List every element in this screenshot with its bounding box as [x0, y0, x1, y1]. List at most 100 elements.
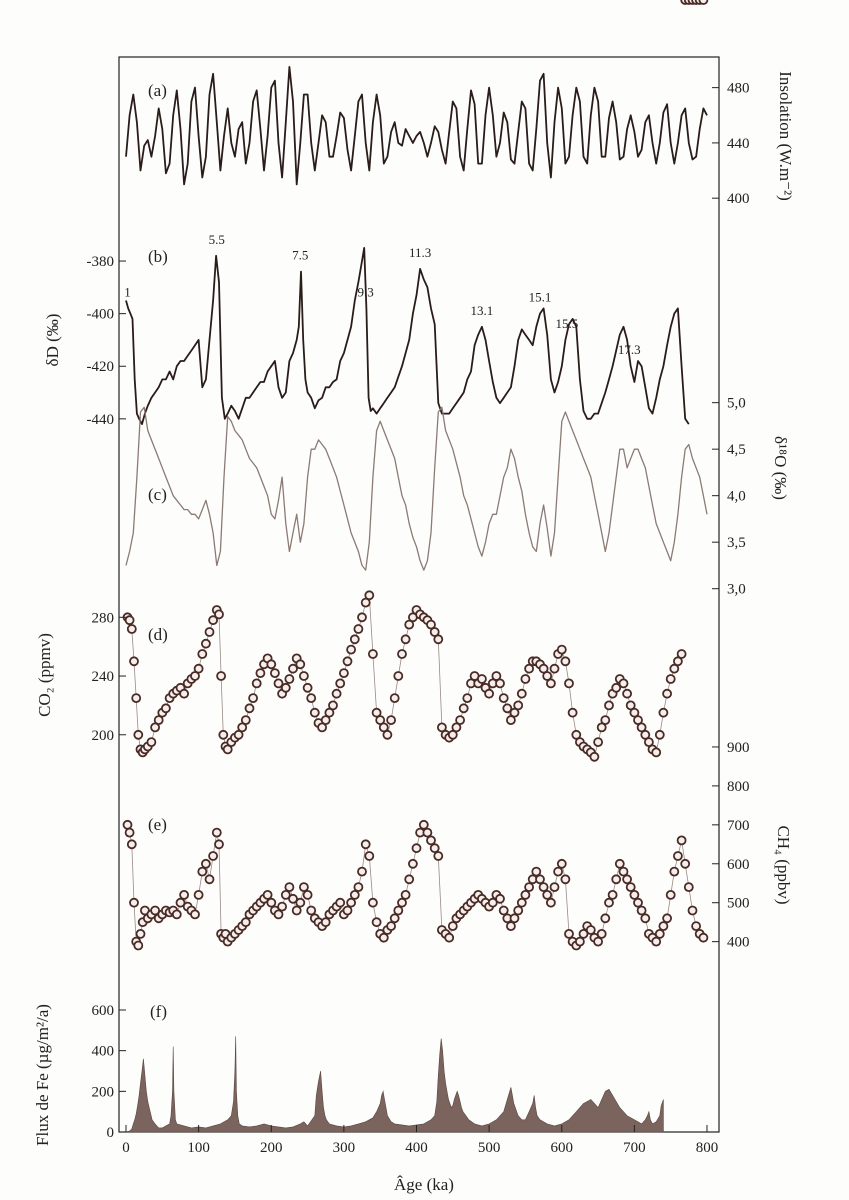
data-point-e [208, 851, 219, 861]
y-axis-title-f: Flux de Fe (µg/m²/a) [33, 1004, 52, 1146]
y-tick-label-e: 600 [727, 857, 750, 873]
peak-label: 15.1 [529, 290, 552, 305]
data-point-d [549, 663, 560, 674]
data-point-e [126, 839, 137, 850]
data-point-e [546, 897, 556, 908]
y-tick-label-f: 600 [92, 1003, 115, 1019]
data-point-d [208, 615, 219, 626]
data-point-e [683, 882, 694, 892]
data-point-e [687, 905, 698, 916]
data-point-d [593, 737, 603, 747]
data-point-e [542, 890, 553, 900]
data-point-e [364, 851, 375, 861]
data-point-d [509, 707, 520, 718]
data-point-e [629, 890, 640, 900]
data-point-d [179, 688, 190, 699]
data-point-e [676, 835, 687, 846]
data-point-d [476, 674, 487, 684]
data-point-d [462, 693, 473, 703]
data-point-e [175, 897, 186, 908]
peak-label: 11.3 [409, 245, 431, 260]
data-point-d [546, 678, 556, 689]
data-point-d [436, 722, 447, 733]
data-point-d [160, 703, 171, 714]
y-tick-label-f: 200 [92, 1084, 115, 1100]
data-point-e [397, 897, 407, 908]
y-tick-label-a: 440 [727, 136, 750, 152]
panel-label-e: (e) [148, 815, 167, 834]
data-point-d [484, 688, 495, 699]
data-point-e [320, 917, 331, 928]
data-point-e [680, 858, 691, 869]
data-point-e [400, 890, 411, 900]
data-point-d [218, 729, 229, 740]
data-point-e [531, 866, 542, 877]
data-point-e [513, 905, 524, 916]
data-point-d [382, 729, 393, 740]
data-point-d [244, 703, 255, 714]
data-point-d [611, 682, 622, 693]
data-point-d [378, 722, 389, 733]
y-tick-label-f: 0 [107, 1125, 115, 1141]
data-point-d [658, 707, 669, 718]
y-tick-label-a: 400 [727, 191, 750, 207]
data-point-d [200, 638, 211, 649]
data-point-d [560, 656, 571, 667]
data-point-d [625, 700, 636, 711]
data-point-e [640, 913, 651, 924]
data-point-d [251, 678, 262, 689]
x-tick-label: 400 [405, 1140, 428, 1156]
data-point-e [665, 890, 676, 900]
data-point-d [298, 671, 309, 681]
data-point-d [197, 649, 208, 659]
data-point-d [266, 659, 277, 670]
x-tick-label: 800 [696, 1140, 719, 1156]
data-point-e [633, 897, 643, 908]
peak-label: 1 [124, 284, 131, 299]
series-connector-e [127, 823, 704, 947]
data-point-e [575, 936, 585, 947]
data-point-e [520, 890, 531, 900]
data-point-e [516, 897, 527, 908]
series-line-c [125, 406, 708, 571]
data-point-e [357, 866, 367, 877]
data-point-d [447, 729, 458, 740]
data-point-d [357, 612, 367, 623]
data-point-d [214, 609, 224, 620]
y-tick-label-b: -380 [87, 254, 115, 270]
data-point-d [216, 671, 227, 681]
y-tick-label-e: 500 [727, 896, 750, 912]
data-point-d [371, 707, 382, 718]
data-point-e [654, 929, 665, 939]
data-point-e [411, 843, 422, 854]
data-point-d [498, 693, 509, 703]
data-point-e [280, 890, 291, 900]
data-point-e [444, 932, 455, 943]
data-point-d [288, 663, 298, 674]
data-point-e [498, 905, 509, 916]
x-tick-label: 300 [333, 1140, 356, 1156]
data-point-e [200, 858, 211, 869]
data-point-e [636, 905, 647, 916]
data-point-d [302, 682, 313, 693]
data-point-e [553, 866, 563, 877]
data-point-d [397, 649, 407, 659]
data-point-e [291, 905, 302, 916]
data-point-e [262, 890, 273, 900]
data-point-e [426, 835, 436, 846]
data-point-e [122, 819, 133, 830]
data-point-e [273, 909, 284, 920]
y-axis-title-c: δ¹⁸O (‰) [771, 436, 790, 500]
data-point-e [342, 905, 353, 916]
data-point-e [418, 819, 429, 830]
y-tick-label-d: 200 [92, 728, 115, 744]
panel-label-c: (c) [148, 485, 167, 504]
data-point-e [698, 932, 709, 943]
y-tick-label-c: 5,0 [727, 396, 746, 412]
data-point-d [273, 678, 284, 689]
data-point-e [669, 866, 680, 877]
data-point-e [524, 882, 534, 892]
peak-label: 9.3 [358, 284, 374, 299]
x-tick-label: 600 [551, 1140, 574, 1156]
data-point-d [651, 747, 662, 758]
